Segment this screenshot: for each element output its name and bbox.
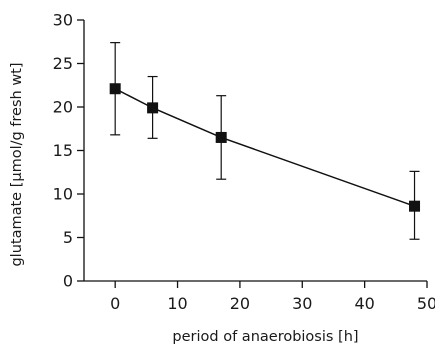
data-series (109, 42, 421, 240)
axes (77, 19, 428, 288)
y-tick-label: 10 (53, 185, 73, 204)
x-axis-label: period of anaerobiosis [h] (172, 329, 358, 345)
x-tick-label: 10 (167, 294, 187, 313)
x-tick-label: 20 (230, 294, 250, 313)
y-tick-label: 15 (53, 141, 73, 160)
x-tick-label: 50 (417, 294, 435, 313)
x-tick-label: 0 (110, 294, 120, 313)
data-point-marker (215, 131, 227, 143)
data-point-marker (109, 83, 121, 95)
y-tick-label: 25 (53, 54, 73, 73)
y-tick-label: 5 (63, 228, 73, 247)
tick-labels: 0 5 10 15 20 25 30 0 10 20 30 40 50 (53, 11, 435, 314)
x-tick-label: 40 (354, 294, 374, 313)
y-tick-label: 20 (53, 98, 73, 117)
x-tick-label: 30 (292, 294, 312, 313)
series-line (114, 88, 415, 207)
y-tick-label: 0 (63, 272, 73, 291)
y-axis-label: glutamate [µmol/g fresh wt] (9, 62, 25, 266)
y-tick-label: 30 (53, 11, 73, 30)
data-point-marker (409, 200, 421, 212)
data-point-marker (147, 102, 159, 114)
